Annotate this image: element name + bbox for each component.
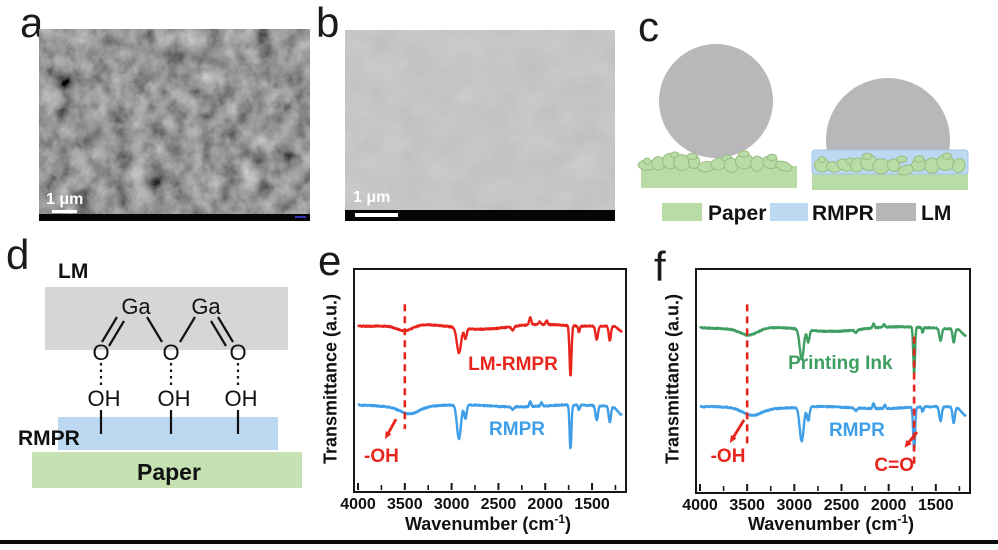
- lm-layer-label: LM: [58, 260, 89, 283]
- x-tick-label: 3500: [729, 497, 765, 514]
- x-tick-label: 2000: [527, 496, 564, 513]
- o-atom-1: O: [92, 340, 110, 365]
- o-atom-3: O: [229, 340, 247, 365]
- sem-image-rough-paper: 1 μm: [39, 29, 310, 221]
- spectrum-printing-ink: [698, 322, 968, 375]
- sem-a-info-strip: [39, 214, 310, 221]
- series-label: RMPR: [828, 419, 885, 441]
- spectrum-rmpr: [699, 402, 967, 452]
- y-axis-label-e: Transmittance (a.u.): [320, 293, 341, 464]
- wetting-schematic: [637, 44, 969, 190]
- sem-b-scale-label: 1 μm: [353, 189, 391, 206]
- rmpr-layer-label: RMPR: [18, 427, 80, 450]
- x-tick-label: 2500: [480, 496, 517, 513]
- rmpr-layer-rect: [58, 417, 278, 450]
- paper-layer-rect: [32, 452, 302, 488]
- legend-label-rmpr: RMPR: [812, 202, 874, 225]
- ftir-plot-lm-rmpr: 4000 3500 3000 2500 2000 1500 LM-RMPR RMPR -OH: [340, 268, 627, 513]
- x-axis-label-f: Wavenumber (cm-1): [747, 512, 915, 534]
- x-tick-label: 2000: [870, 497, 907, 514]
- panel-e-letter: e: [318, 237, 342, 284]
- series-label: RMPR: [489, 419, 545, 441]
- sem-b-scale-bar: [355, 213, 398, 217]
- oh-group-2: OH: [157, 386, 191, 411]
- annotation-arrowhead: [904, 439, 912, 448]
- paper-roughness-right: [814, 152, 966, 176]
- lm-droplet-sphere: [659, 44, 773, 158]
- annotation-text: -OH: [710, 445, 746, 467]
- sem-a-texture: [39, 29, 310, 221]
- series-label: Printing Ink: [788, 352, 893, 374]
- annotation-arrowhead: [729, 435, 737, 443]
- panel-d-letter: d: [6, 231, 30, 278]
- panel-a-letter: a: [20, 0, 44, 46]
- legend-swatch-rmpr: [770, 203, 808, 221]
- lm-droplet-dome: [826, 78, 950, 155]
- spectrum-lm-rmpr: [356, 316, 624, 377]
- annotation-text: C=O: [874, 455, 914, 477]
- legend-swatch-lm: [876, 203, 916, 221]
- oh-group-1: OH: [87, 386, 121, 411]
- paper-roughness-left: [637, 150, 793, 173]
- figure-bottom-rule: [0, 540, 998, 544]
- legend-label-paper: Paper: [708, 202, 767, 225]
- sem-image-smooth-rmpr: 1 μm: [345, 30, 615, 221]
- x-tick-label: 1500: [918, 497, 954, 514]
- x-tick-label: 1500: [574, 496, 610, 513]
- x-tick-label: 4000: [682, 497, 718, 514]
- sem-b-info-strip: [345, 210, 615, 221]
- sem-a-strip-marker: [295, 216, 306, 218]
- x-axis-label-e: Wavenumber (cm-1): [404, 512, 572, 534]
- lm-layer-rect: [45, 287, 288, 350]
- o-atom-2: O: [162, 340, 180, 365]
- legend-swatch-paper: [662, 203, 702, 221]
- annotation-arrowhead: [384, 431, 392, 440]
- annotation-text: -OH: [364, 445, 399, 467]
- sem-b-texture: [345, 30, 615, 221]
- spectrum-rmpr: [357, 400, 623, 450]
- panel-c-letter: c: [638, 3, 659, 50]
- x-tick-label: 4000: [340, 496, 376, 513]
- x-tick-label: 3000: [776, 497, 813, 514]
- annotation-arrow: [730, 419, 746, 441]
- ga-atom-1: Ga: [121, 294, 151, 319]
- legend-label-lm: LM: [921, 202, 952, 225]
- oh-group-3: OH: [224, 386, 258, 411]
- ga-atom-2: Ga: [191, 294, 221, 319]
- sem-a-scale-label: 1 μm: [46, 191, 84, 208]
- paper-layer-label: Paper: [137, 459, 201, 485]
- sem-a-scale-bar: [52, 210, 77, 213]
- y-axis-label-f: Transmittance (a.u.): [662, 293, 683, 465]
- x-tick-label: 2500: [823, 497, 860, 514]
- series-label: LM-RMPR: [468, 354, 558, 376]
- panel-b-letter: b: [316, 0, 340, 46]
- panel-f-letter: f: [654, 243, 666, 290]
- x-tick-label: 3000: [433, 496, 470, 513]
- bond-lines: [99, 316, 240, 434]
- x-tick-label: 3500: [387, 496, 423, 513]
- ftir-plot-printing-ink: 4000 3500 3000 2500 2000 1500 Printing Ink RMPR…: [682, 268, 971, 514]
